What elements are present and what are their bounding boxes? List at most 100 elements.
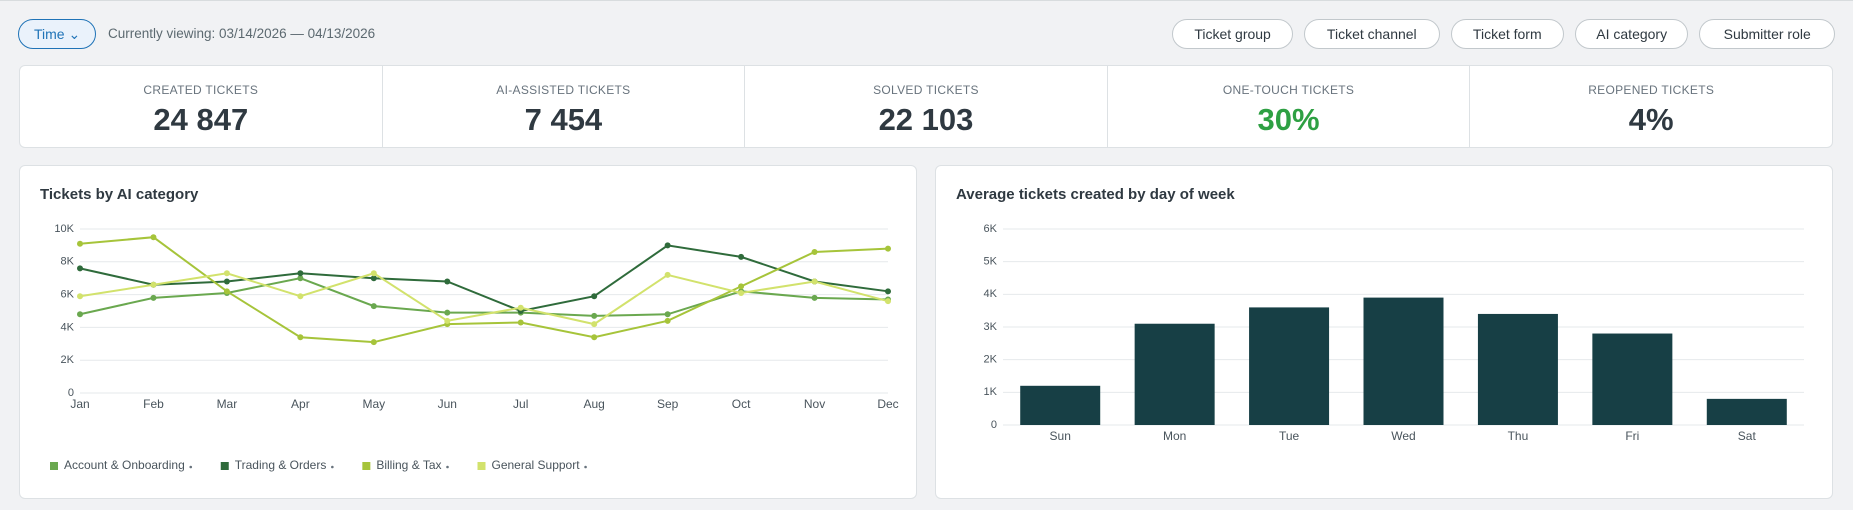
legend-menu-dot: [189, 465, 193, 469]
legend-swatch: [50, 462, 58, 470]
point: [591, 312, 598, 319]
kpi-value: 24 847: [153, 102, 249, 137]
filter-button[interactable]: AI category: [1575, 19, 1689, 49]
legend-swatch: [477, 462, 486, 470]
point: [150, 294, 157, 301]
line-chart: Tickets by AI category 0 2K 4K 6K 8K 10K Jan Feb…: [40, 186, 899, 472]
x-tick-label: Tue: [1279, 429, 1300, 443]
point: [223, 278, 230, 285]
point: [517, 304, 524, 311]
point: [150, 281, 157, 288]
point: [664, 311, 671, 318]
filter-button[interactable]: Ticket group: [1172, 19, 1293, 49]
x-tick-label: Aug: [584, 397, 605, 411]
bar: [1134, 323, 1215, 425]
bar: [1477, 313, 1558, 425]
y-tick-label: 1K: [984, 386, 998, 398]
chart-title: Average tickets created by day of week: [956, 186, 1235, 203]
x-tick-label: Thu: [1508, 429, 1529, 443]
time-button[interactable]: Time ⌄: [18, 19, 97, 49]
filter-button[interactable]: Ticket channel: [1304, 19, 1440, 49]
kpi: SOLVED TICKETS 22 103: [745, 66, 1108, 147]
point: [885, 245, 891, 252]
point: [77, 240, 83, 247]
kpi-value: 4%: [1628, 102, 1674, 137]
legend-menu-dot: [584, 465, 587, 469]
y-tick-label: 5K: [984, 256, 998, 268]
point: [664, 242, 671, 249]
y-tick-label: 6K: [984, 223, 998, 235]
x-tick-label: Oct: [732, 397, 751, 411]
legend-swatch: [362, 462, 371, 470]
point: [664, 317, 671, 324]
chart-title: Tickets by AI category: [40, 186, 199, 203]
y-tick-label: 0: [991, 419, 997, 431]
kpi-value: 30%: [1257, 102, 1320, 137]
x-tick-label: Wed: [1391, 429, 1415, 443]
kpi-label: AI-ASSISTED TICKETS: [496, 83, 631, 97]
point: [223, 270, 230, 277]
legend-swatch: [220, 462, 229, 470]
x-tick-label: Jan: [70, 397, 89, 411]
y-tick-label: 10K: [54, 223, 74, 235]
viewing-range: Currently viewing: 03/14/2026 — 04/13/20…: [108, 26, 376, 41]
point: [150, 234, 157, 241]
point: [370, 303, 377, 310]
line-card: Tickets by AI category 0 2K 4K 6K 8K 10K Jan Feb…: [19, 165, 917, 499]
point: [370, 275, 377, 282]
filter-button[interactable]: Ticket form: [1450, 19, 1564, 49]
legend-label: General Support: [492, 458, 581, 472]
point: [297, 293, 304, 300]
legend-label: Account & Onboarding: [64, 458, 185, 472]
kpi: REOPENED TICKETS 4%: [1470, 66, 1832, 147]
y-tick-label: 6K: [61, 289, 75, 301]
point: [811, 248, 818, 255]
point: [444, 278, 451, 285]
x-tick-label: Feb: [143, 397, 164, 411]
bar: [1020, 385, 1101, 425]
point: [77, 265, 83, 272]
y-tick-label: 8K: [61, 256, 75, 268]
bar: [1363, 297, 1444, 425]
y-tick-label: 2K: [984, 354, 998, 366]
point: [885, 288, 891, 295]
legend-label: Billing & Tax: [376, 458, 441, 472]
kpi-label: CREATED TICKETS: [143, 83, 259, 97]
x-tick-label: Jun: [438, 397, 457, 411]
series-line: [79, 236, 889, 344]
legend-menu-dot: [331, 465, 334, 469]
point: [370, 339, 377, 346]
y-tick-label: 4K: [984, 288, 998, 300]
x-tick-label: Sun: [1050, 429, 1071, 443]
point: [811, 294, 818, 301]
y-tick-label: 0: [68, 387, 74, 399]
x-tick-label: Fri: [1625, 429, 1639, 443]
kpi-label: ONE-TOUCH TICKETS: [1222, 83, 1355, 97]
point: [370, 270, 377, 277]
kpi-row: CREATED TICKETS 24 847 AI-ASSISTED TICKETS…: [19, 65, 1833, 148]
point: [444, 309, 451, 316]
point: [77, 311, 83, 318]
kpi-label: REOPENED TICKETS: [1588, 83, 1715, 97]
y-tick-label: 2K: [61, 354, 75, 366]
filter-button[interactable]: Submitter role: [1699, 19, 1835, 49]
x-tick-label: Mar: [217, 397, 238, 411]
point: [517, 319, 524, 326]
kpi: ONE-TOUCH TICKETS 30%: [1108, 66, 1471, 147]
x-tick-label: Sep: [657, 397, 679, 411]
bar: [1706, 398, 1787, 425]
legend-label: Trading & Orders: [235, 458, 327, 472]
point: [297, 275, 304, 282]
point: [223, 288, 230, 295]
point: [885, 298, 891, 305]
point: [738, 289, 745, 296]
x-tick-label: Sat: [1738, 429, 1757, 443]
bar-card: Average tickets created by day of week 0 1…: [935, 165, 1833, 499]
point: [664, 271, 671, 278]
bar-chart: Average tickets created by day of week 0 1…: [956, 186, 1804, 443]
x-tick-label: Jul: [513, 397, 528, 411]
point: [297, 270, 304, 277]
kpi-value: 7 454: [524, 102, 603, 137]
kpi-label: SOLVED TICKETS: [873, 83, 979, 97]
